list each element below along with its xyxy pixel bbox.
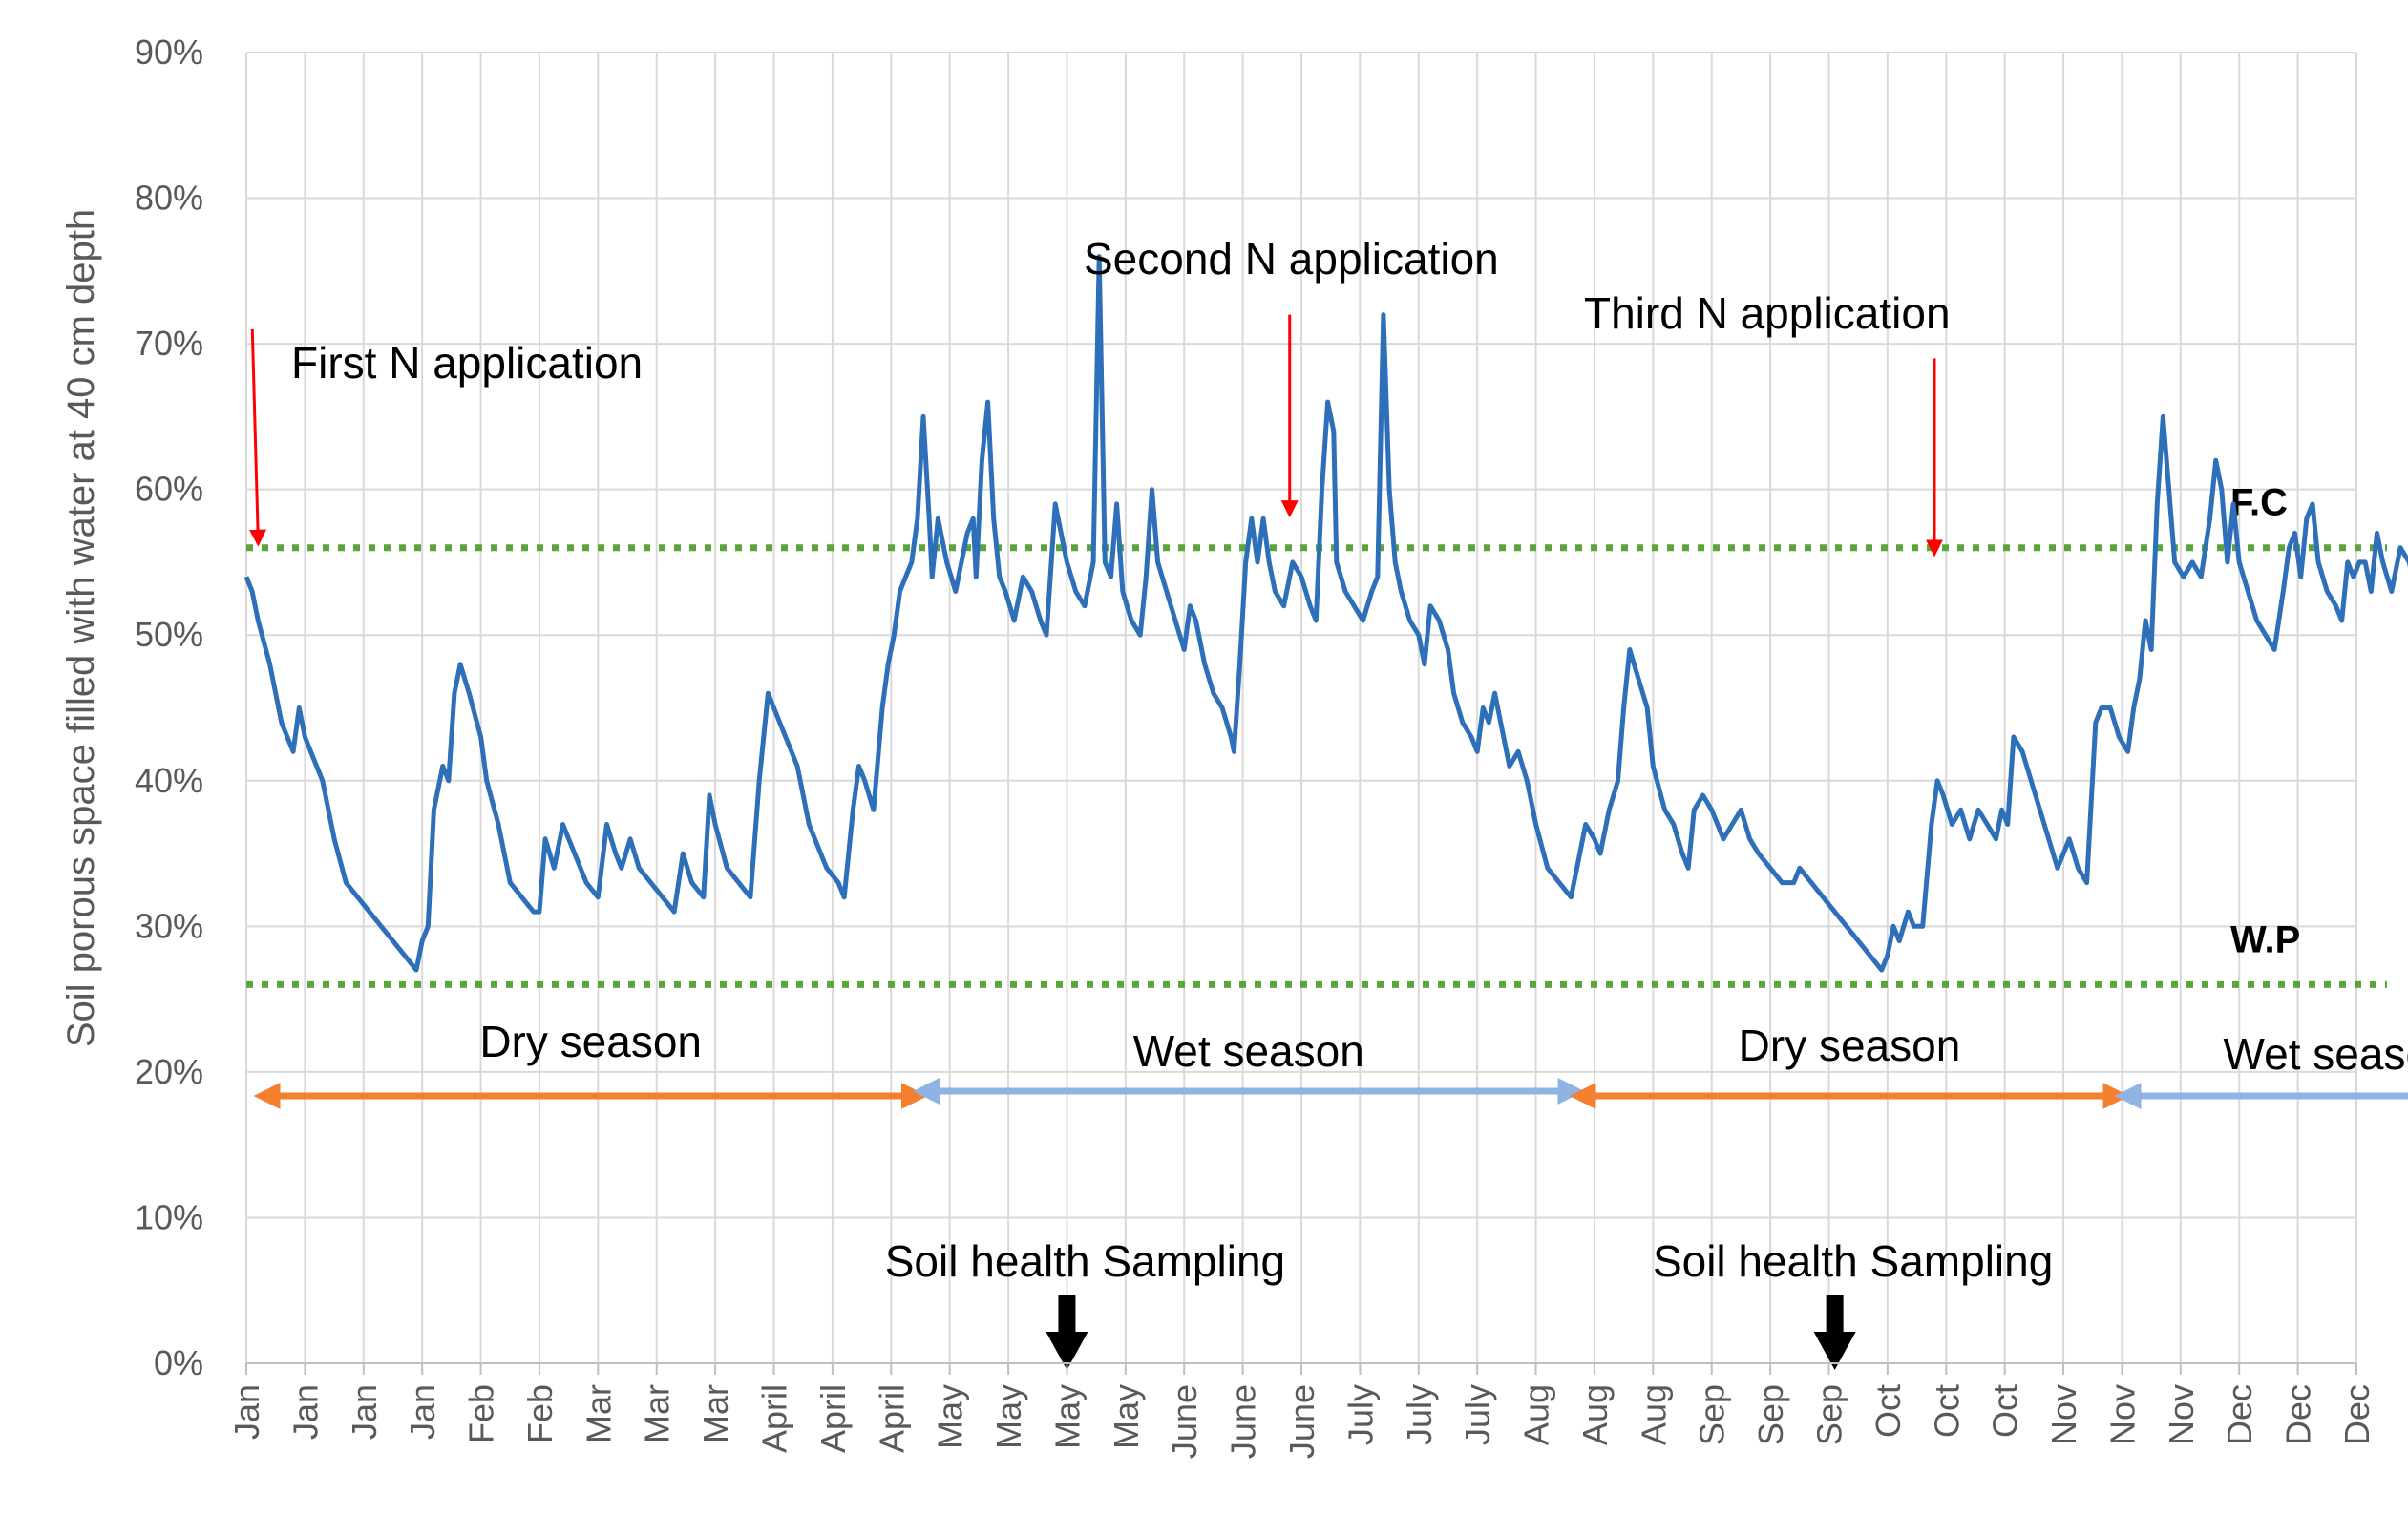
x-tick-label: Sep: [1693, 1384, 1732, 1445]
sampling-label: Soil health Sampling: [885, 1236, 1285, 1286]
series: [243, 254, 2408, 973]
sampling-markers: Soil health Sampling Soil health Sampling: [885, 1236, 2053, 1370]
x-tick-label: Nov: [2102, 1384, 2142, 1445]
x-tick-label: Jan: [345, 1384, 384, 1440]
x-tick-label: May: [1107, 1384, 1146, 1449]
sampling-arrow: [1046, 1295, 1088, 1370]
x-tick-label: April: [872, 1384, 911, 1453]
x-tick-label: June: [1282, 1384, 1321, 1459]
season-label: Dry season: [1739, 1021, 1961, 1070]
n-application-label: First N application: [291, 338, 643, 388]
y-axis-label: Soil porous space filled with water at 4…: [60, 209, 102, 1047]
reference-lines: F.C W.P: [246, 482, 2387, 988]
season-arrows: Dry season Wet season Dry season Wet season: [253, 1017, 2408, 1109]
y-tick-label: 60%: [135, 470, 203, 509]
x-tick-label: Nov: [2044, 1384, 2083, 1445]
x-tick-label: Jan: [285, 1384, 325, 1440]
y-tick-label: 10%: [135, 1197, 203, 1236]
season-label: Wet season: [1133, 1026, 1364, 1076]
x-tick-label: Oct: [1927, 1384, 1966, 1438]
x-tick-label: Mar: [638, 1384, 677, 1443]
x-tick-label: Mar: [579, 1384, 618, 1443]
y-tick-label: 0%: [154, 1343, 203, 1382]
y-tick-label: 80%: [135, 179, 203, 218]
sampling-label: Soil health Sampling: [1653, 1236, 2053, 1286]
season-label: Dry season: [479, 1017, 702, 1066]
y-tick-label: 40%: [135, 761, 203, 800]
x-tick-label: April: [755, 1384, 794, 1453]
reference-line-label: F.C: [2230, 482, 2288, 524]
x-tick-label: Aug: [1517, 1384, 1556, 1445]
x-tick-label: Mar: [696, 1384, 735, 1443]
n-application-label: Third N application: [1584, 288, 1951, 338]
x-tick-label: Aug: [1575, 1384, 1615, 1445]
x-tick-label: Jan: [403, 1384, 442, 1440]
y-tick-label: 20%: [135, 1052, 203, 1091]
x-tick-label: July: [1458, 1384, 1497, 1445]
y-tick-label: 90%: [135, 32, 203, 72]
x-tick-label: May: [931, 1384, 970, 1449]
axes: 0% 10% 20% 30% 40% 50% 60% 70% 80% 90% Jan Jan Jan Ja…: [135, 32, 2376, 1459]
x-tick-label: Sep: [1810, 1384, 1849, 1445]
x-tick-label: Dec: [2220, 1384, 2259, 1445]
x-tick-label: Oct: [1986, 1384, 2025, 1438]
x-tick-label: June: [1165, 1384, 1204, 1459]
y-tick-label: 30%: [135, 906, 203, 945]
x-tick-label: July: [1341, 1384, 1380, 1445]
n-application-arrow: [249, 328, 267, 547]
sampling-arrow: [1813, 1295, 1856, 1370]
x-tick-label: Feb: [462, 1384, 501, 1443]
x-tick-label: Dec: [2337, 1384, 2376, 1445]
x-tick-label: Jan: [227, 1384, 266, 1440]
x-tick-label: May: [989, 1384, 1028, 1449]
x-tick-label: Sep: [1751, 1384, 1790, 1445]
n-application-label: Second N application: [1084, 234, 1499, 284]
x-tick-label: Nov: [2162, 1384, 2201, 1445]
x-tick-label: July: [1400, 1384, 1439, 1445]
x-tick-label: Feb: [520, 1384, 560, 1443]
x-tick-label: Aug: [1634, 1384, 1673, 1445]
x-tick-label: Oct: [1869, 1384, 1908, 1438]
series-line: [243, 254, 2408, 973]
x-tick-label: June: [1224, 1384, 1263, 1459]
grid: [245, 52, 2357, 1364]
y-tick-label: 50%: [135, 615, 203, 654]
y-tick-label: 70%: [135, 324, 203, 363]
reference-line-label: W.P: [2230, 918, 2300, 960]
x-tick-label: May: [1047, 1384, 1087, 1449]
x-tick-label: Dec: [2279, 1384, 2318, 1445]
season-label: Wet season: [2224, 1029, 2408, 1079]
annotations: First N application Second N application T…: [249, 234, 1951, 558]
x-tick-label: April: [813, 1384, 853, 1453]
